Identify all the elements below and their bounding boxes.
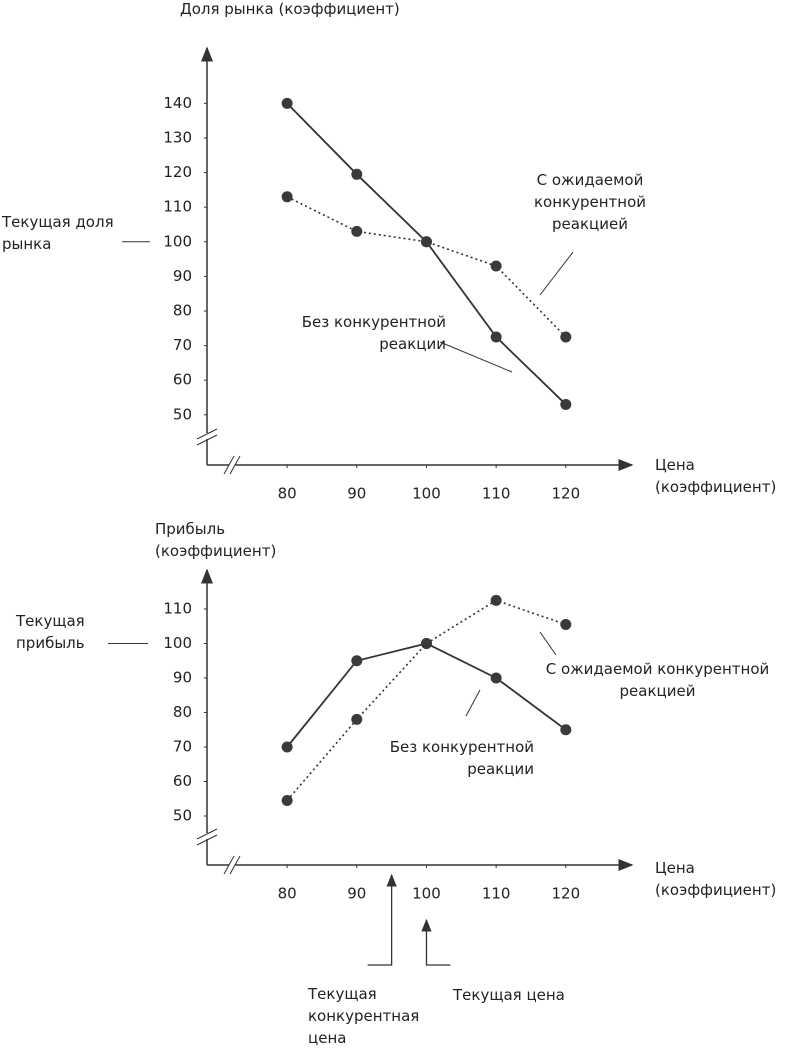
x-axis-label: Цена (коэффициент) [655, 859, 777, 899]
reference-label: Текущая доля рынка [2, 213, 114, 253]
data-point [281, 191, 293, 203]
y-tick-label: 80 [173, 302, 192, 320]
axis-break [229, 862, 235, 868]
marker-label: Текущая конкурентная цена [308, 985, 420, 1047]
x-tick-label: 80 [278, 485, 297, 503]
data-point [351, 713, 363, 725]
y-tick-label: 110 [163, 198, 192, 216]
axis-break [204, 433, 210, 439]
series-line [286, 102, 567, 406]
axis-break [196, 434, 218, 446]
y-tick-label: 110 [163, 599, 192, 617]
y-tick-label: 60 [173, 371, 192, 389]
data-point [351, 655, 363, 667]
y-tick-label: 90 [173, 267, 192, 285]
marker-label: Текущая цена [453, 986, 565, 1004]
label-pointer [439, 341, 513, 373]
axis-break [196, 834, 218, 846]
y-tick-label: 100 [163, 232, 192, 250]
x-tick-label: 90 [347, 485, 366, 503]
data-point [281, 741, 293, 753]
series-line [286, 642, 567, 748]
data-point [281, 97, 293, 109]
data-point [560, 398, 572, 410]
x-tick-label: 90 [347, 885, 366, 903]
data-point [281, 794, 293, 806]
y-tick-label: 140 [163, 94, 192, 112]
y-tick-label: 100 [163, 634, 192, 652]
y-tick-label: 60 [173, 772, 192, 790]
reference-label: Текущая прибыль [16, 612, 85, 652]
axis-break [196, 428, 218, 440]
data-point [420, 236, 432, 248]
x-tick-label: 100 [412, 885, 441, 903]
y-tick-label: 90 [173, 668, 192, 686]
data-point [351, 168, 363, 180]
data-point [560, 724, 572, 736]
label-pointer [539, 251, 574, 296]
axis-break [223, 455, 235, 475]
y-tick-label: 130 [163, 128, 192, 146]
data-point [490, 260, 502, 272]
y-axis-label: Доля рынка (коэффициент) [180, 0, 400, 18]
axis-break [196, 828, 218, 840]
axis-break [229, 455, 241, 475]
series-label: С ожидаемой конкурентной реакцией [545, 660, 770, 700]
axis-break [229, 855, 241, 875]
label-pointer [539, 631, 557, 656]
axis-break [229, 462, 235, 468]
data-point [490, 672, 502, 684]
y-tick-label: 50 [173, 405, 192, 423]
x-axis-label: Цена (коэффициент) [655, 456, 777, 496]
data-point [560, 331, 572, 343]
label-pointer [465, 689, 481, 717]
marker-arrow [421, 918, 451, 966]
series-line [286, 196, 567, 338]
axis-break [223, 855, 235, 875]
x-tick-label: 120 [551, 885, 580, 903]
series-label: С ожидаемой конкурентной реакцией [533, 171, 646, 233]
x-tick-label: 80 [278, 885, 297, 903]
y-tick-label: 70 [173, 738, 192, 756]
axis-break [204, 833, 210, 839]
series-label: Без конкурентной реакции [301, 313, 446, 353]
y-axis-label: Прибыль (коэффициент) [155, 520, 277, 560]
x-tick-label: 100 [412, 485, 441, 503]
y-tick-label: 70 [173, 336, 192, 354]
data-point [490, 331, 502, 343]
data-point [560, 619, 572, 631]
data-point [420, 637, 432, 649]
series-line [286, 599, 567, 802]
y-tick-label: 120 [163, 163, 192, 181]
x-tick-label: 120 [551, 485, 580, 503]
y-tick-label: 80 [173, 703, 192, 721]
data-point [351, 225, 363, 237]
y-tick-label: 50 [173, 807, 192, 825]
marker-arrow [367, 873, 397, 966]
x-tick-label: 110 [482, 485, 511, 503]
data-point [490, 594, 502, 606]
x-tick-label: 110 [482, 885, 511, 903]
series-label: Без конкурентной реакции [389, 738, 534, 778]
